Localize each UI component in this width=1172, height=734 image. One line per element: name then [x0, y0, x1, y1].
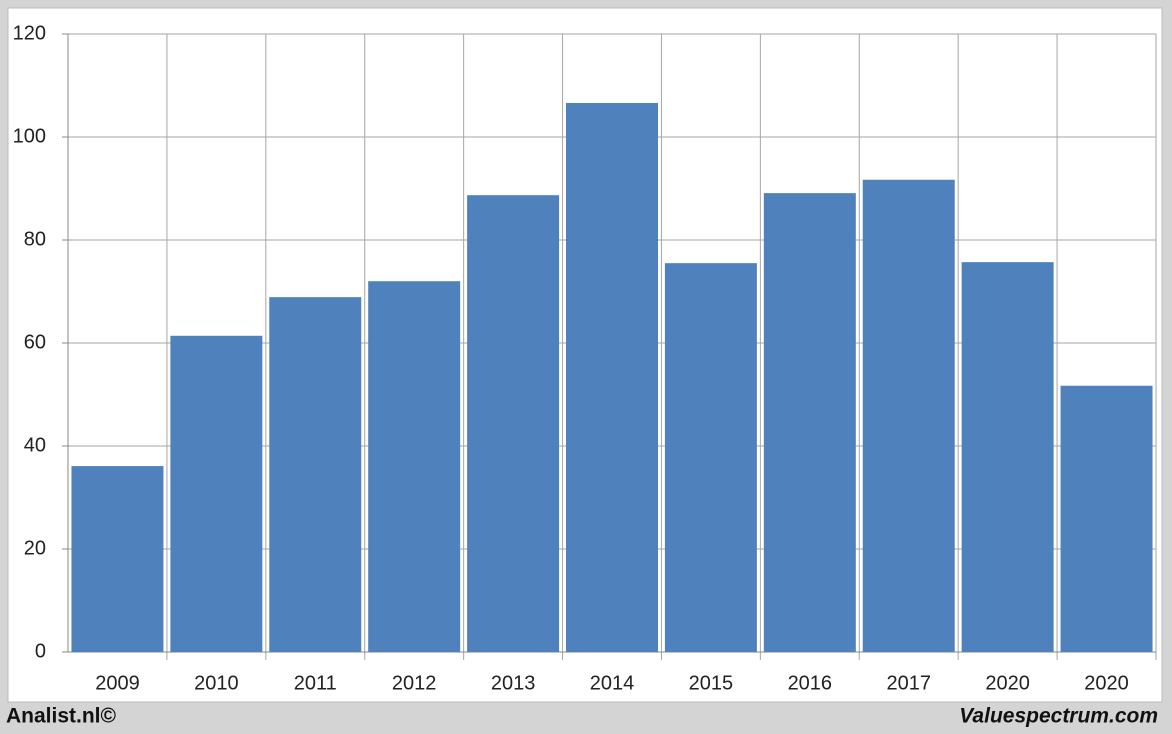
y-tick-label: 120	[13, 22, 46, 44]
y-tick-label: 0	[35, 640, 46, 662]
y-tick-label: 40	[24, 434, 46, 456]
x-tick-label: 2014	[590, 672, 635, 694]
y-tick-label: 20	[24, 537, 46, 559]
bar	[467, 195, 560, 652]
bar	[566, 103, 658, 652]
x-tick-label: 2011	[294, 672, 337, 694]
x-tick-label: 2017	[886, 672, 931, 694]
bar	[269, 297, 362, 652]
bar	[961, 262, 1054, 652]
x-tick-label: 2010	[194, 672, 239, 694]
bar	[368, 281, 461, 652]
footer-left: Analist.nl©	[6, 705, 117, 728]
x-tick-label: 2012	[392, 672, 437, 694]
bar	[170, 335, 263, 652]
bar	[763, 193, 856, 652]
x-tick-label: 2013	[491, 672, 536, 694]
footer-right: Valuespectrum.com	[959, 705, 1158, 728]
bar	[1060, 385, 1153, 652]
x-tick-label: 2020	[1084, 672, 1129, 694]
x-tick-label: 2020	[985, 672, 1030, 694]
bar	[664, 263, 757, 652]
y-tick-label: 80	[24, 228, 46, 250]
x-tick-label: 2016	[788, 672, 833, 694]
y-tick-label: 100	[13, 125, 46, 147]
x-tick-label: 2009	[95, 672, 140, 694]
y-tick-label: 60	[24, 331, 46, 353]
bar	[862, 179, 955, 652]
x-tick-label: 2015	[689, 672, 734, 694]
bar	[71, 466, 164, 652]
